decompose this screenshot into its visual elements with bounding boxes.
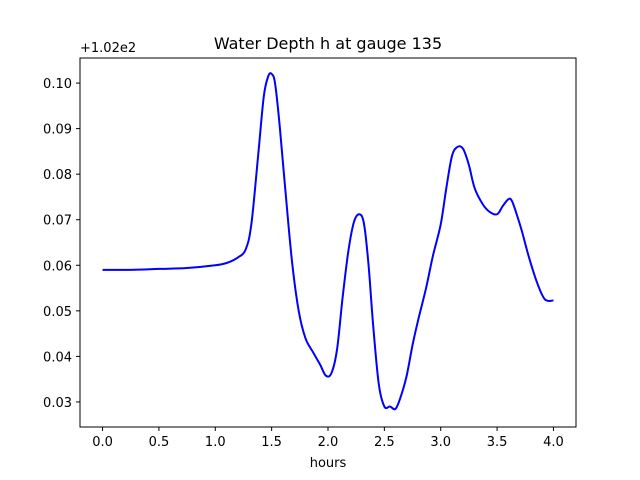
axes-frame <box>79 57 577 428</box>
y-tick-label: 0.07 <box>43 214 72 229</box>
series-line <box>102 72 554 411</box>
y-tick-label: 0.09 <box>43 123 72 138</box>
y-offset-label: +1.02e2 <box>80 41 136 56</box>
x-tick-label: 2.0 <box>318 435 339 450</box>
x-tick-label: 4.0 <box>543 435 564 450</box>
plot-area <box>102 72 554 411</box>
y-tick-label: 0.08 <box>43 168 72 183</box>
y-tick-label: 0.04 <box>43 350 72 365</box>
y-tick-label: 0.06 <box>43 259 72 274</box>
x-axis: 0.0 0.5 1.0 1.5 2.0 2.5 3.0 3.5 4.0 <box>92 427 564 450</box>
x-axis-label: hours <box>310 456 347 471</box>
x-tick-label: 2.5 <box>374 435 395 450</box>
x-tick-label: 1.5 <box>261 435 282 450</box>
x-tick-label: 3.5 <box>487 435 508 450</box>
x-tick-label: 0.0 <box>92 435 113 450</box>
y-axis: 0.03 0.04 0.05 0.06 0.07 0.08 0.09 0.10 <box>43 77 80 411</box>
y-tick-label: 0.03 <box>43 396 72 411</box>
x-tick-label: 1.0 <box>205 435 226 450</box>
chart-title: Water Depth h at gauge 135 <box>214 34 442 53</box>
x-tick-label: 3.0 <box>430 435 451 450</box>
x-tick-label: 0.5 <box>149 435 170 450</box>
y-tick-label: 0.05 <box>43 305 72 320</box>
y-tick-label: 0.10 <box>43 77 72 92</box>
